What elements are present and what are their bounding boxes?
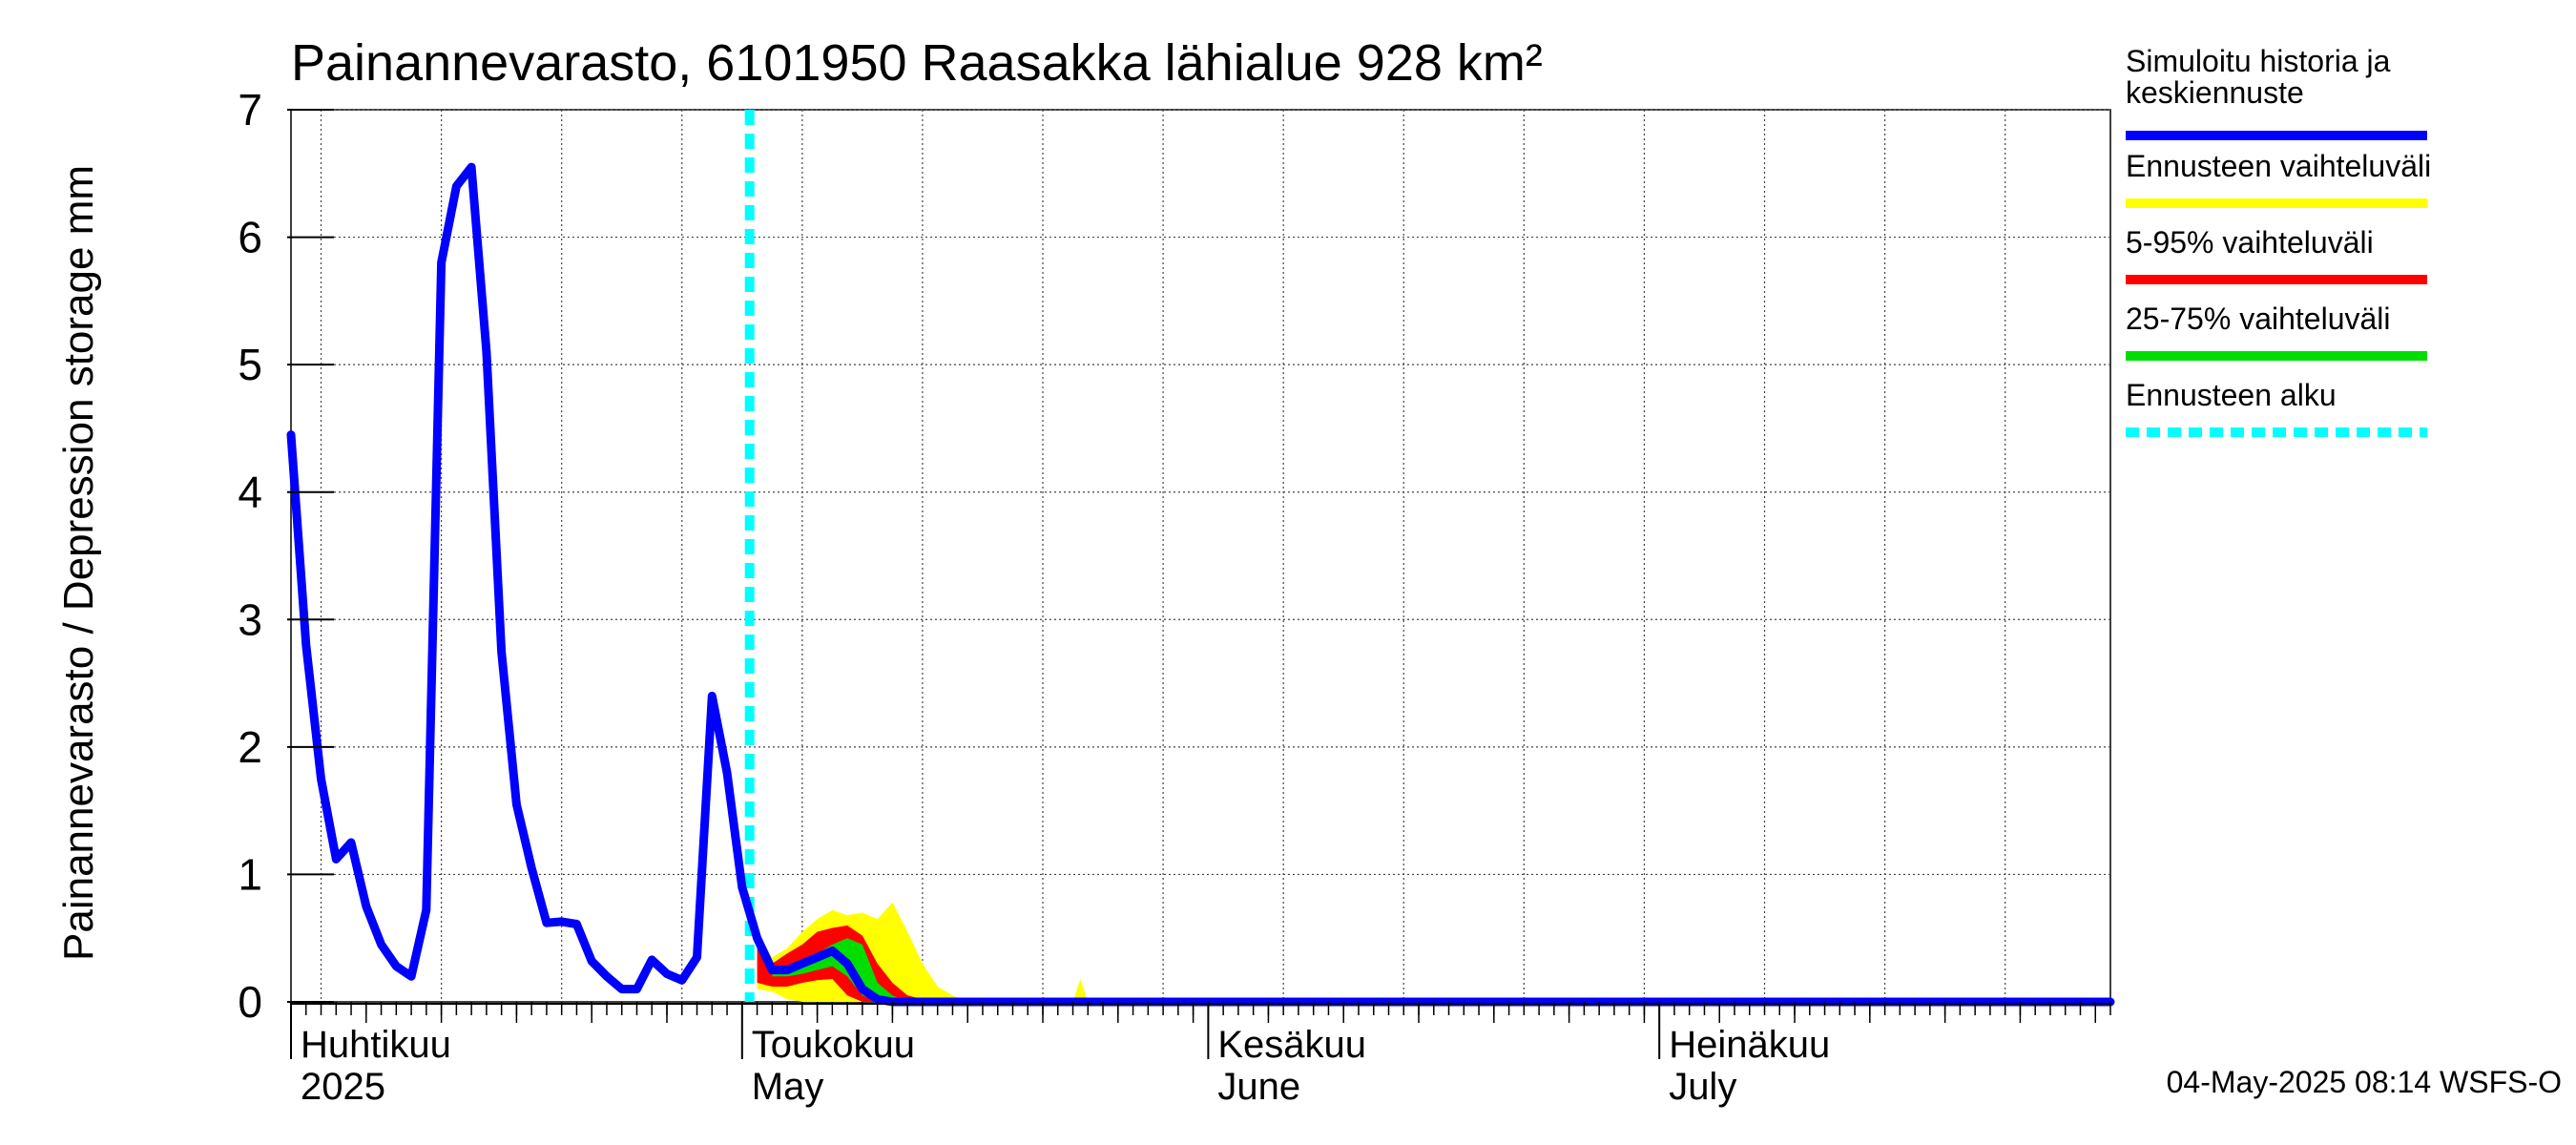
- legend-label: Ennusteen alku: [2126, 378, 2337, 412]
- y-tick-label: 3: [238, 594, 262, 644]
- bands: [757, 902, 2110, 1002]
- y-tick-label: 7: [238, 85, 262, 135]
- chart-title: Painannevarasto, 6101950 Raasakka lähial…: [291, 34, 1543, 92]
- y-tick-label: 1: [238, 849, 262, 899]
- legend-label: keskiennuste: [2126, 75, 2304, 110]
- month-label-en: July: [1669, 1066, 1736, 1108]
- month-label-fi: Toukokuu: [752, 1024, 915, 1066]
- footer-timestamp: 04-May-2025 08:14 WSFS-O: [2167, 1065, 2562, 1099]
- legend-label: Simuloitu historia ja: [2126, 44, 2391, 78]
- y-tick-label: 5: [238, 340, 262, 389]
- month-label-fi: Huhtikuu: [301, 1024, 451, 1066]
- y-tick-label: 0: [238, 977, 262, 1027]
- month-label-en: May: [752, 1066, 824, 1108]
- y-tick-label: 6: [238, 213, 262, 262]
- legend-label: 5-95% vaihteluväli: [2126, 225, 2374, 260]
- band-5-95-vaihteluv-li: [757, 925, 2110, 1002]
- y-axis-label: Painannevarasto / Depression storage mm: [55, 165, 102, 961]
- axes: 01234567Huhtikuu2025ToukokuuMayKesäkuuJu…: [238, 85, 2111, 1108]
- y-tick-label: 4: [238, 468, 262, 517]
- legend-label: 25-75% vaihteluväli: [2126, 302, 2391, 336]
- month-label-en: June: [1217, 1066, 1300, 1108]
- month-label-fi: Kesäkuu: [1217, 1024, 1366, 1066]
- legend-label: Ennusteen vaihteluväli: [2126, 149, 2431, 183]
- month-label-en: 2025: [301, 1066, 385, 1108]
- month-label-fi: Heinäkuu: [1669, 1024, 1830, 1066]
- y-tick-label: 2: [238, 722, 262, 772]
